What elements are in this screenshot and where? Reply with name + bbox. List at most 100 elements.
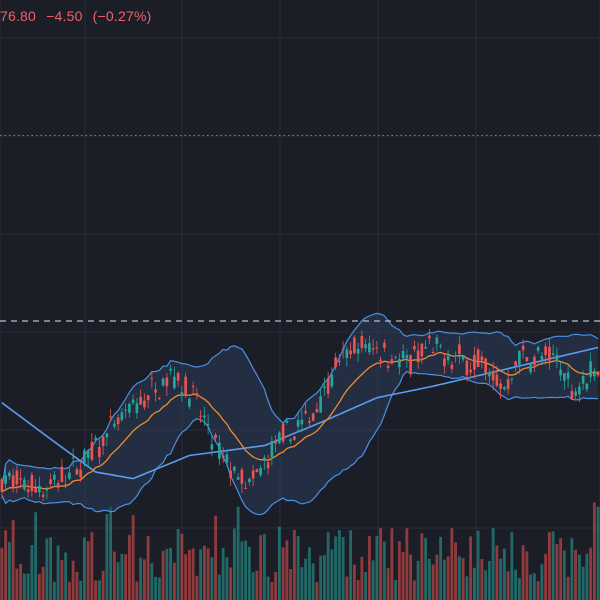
candle-body	[341, 348, 345, 350]
volume-bar	[495, 545, 499, 600]
candle-body	[390, 359, 394, 364]
volume-bar	[487, 560, 491, 600]
volume-bar	[319, 555, 323, 600]
candle	[184, 372, 187, 399]
candle	[0, 477, 4, 500]
candle	[221, 447, 225, 464]
candle-body	[476, 349, 480, 367]
volume-bar	[11, 520, 15, 600]
candle-body	[161, 378, 165, 386]
volume-bar	[315, 581, 319, 600]
candle	[548, 337, 551, 370]
candle	[443, 353, 446, 374]
candle	[266, 454, 270, 475]
price-quote: 76.80 −4.50 (−0.27%)	[0, 8, 157, 24]
candle-body	[278, 432, 281, 444]
candle	[210, 435, 214, 457]
candle-body	[266, 462, 270, 469]
volume-bar	[101, 570, 105, 600]
candle-body	[4, 475, 7, 484]
candle-body	[443, 358, 446, 367]
volume-bar	[274, 571, 278, 600]
bollinger-lower-line	[1, 370, 599, 516]
candle-body	[559, 369, 562, 376]
candle	[368, 335, 371, 356]
candle	[188, 397, 191, 409]
volume-bar	[22, 573, 26, 600]
candle	[229, 461, 232, 486]
candle-body	[540, 355, 544, 360]
volume-bar	[592, 502, 596, 600]
candle-body	[233, 466, 236, 471]
candle-body	[41, 494, 45, 498]
candle	[589, 352, 592, 383]
candle	[473, 346, 476, 379]
volume-bar	[416, 560, 420, 600]
candle	[401, 344, 405, 360]
candle-body	[488, 372, 491, 377]
candle-body	[184, 376, 187, 395]
volume-bar	[300, 567, 304, 600]
candle	[461, 354, 465, 363]
candle	[405, 349, 409, 368]
candle	[195, 387, 199, 400]
volume-bar	[577, 554, 581, 600]
candle	[431, 347, 435, 354]
candle-body	[26, 489, 30, 493]
candle-body	[394, 356, 397, 358]
candle-body	[439, 345, 442, 347]
candle-body	[495, 374, 499, 386]
last-price: 76.80	[0, 8, 37, 24]
candle	[574, 387, 577, 399]
volume-bar	[330, 549, 334, 600]
candle	[236, 473, 240, 480]
candle-body	[146, 395, 150, 401]
candle	[566, 363, 570, 388]
candle	[476, 347, 480, 368]
candle-body	[353, 337, 356, 353]
candle-body	[574, 391, 577, 396]
volume-bar	[379, 528, 383, 600]
candle-body	[379, 359, 382, 362]
candle	[116, 414, 120, 431]
volume-bar	[337, 530, 341, 600]
candle-body	[248, 478, 251, 483]
volume-bar	[165, 548, 169, 600]
candle-body	[293, 436, 296, 440]
volume-bar	[304, 558, 308, 600]
volume-bar	[120, 553, 124, 600]
candle	[364, 339, 367, 353]
candle-body	[60, 466, 64, 482]
volume-bar	[277, 526, 281, 600]
candle	[559, 362, 562, 381]
candle-body	[101, 436, 105, 446]
volume-bar	[386, 568, 390, 600]
volume-bar	[424, 537, 428, 600]
candle-body	[199, 415, 202, 417]
candle	[413, 340, 416, 352]
candle-body	[109, 416, 112, 418]
candle	[544, 342, 547, 365]
candle-body	[581, 375, 585, 384]
volume-bar	[262, 534, 266, 600]
volume-bar	[412, 580, 416, 600]
candle-body	[473, 354, 476, 370]
candle-body	[585, 383, 589, 390]
candle	[458, 336, 461, 364]
volume-bar	[251, 572, 255, 600]
candle	[386, 361, 390, 372]
candle-body	[300, 419, 304, 425]
bollinger-band-fill	[1, 313, 599, 515]
volume-bar	[281, 547, 285, 600]
candle	[315, 402, 319, 414]
candle-body	[259, 467, 262, 475]
candle-body	[491, 371, 495, 381]
candle	[124, 403, 127, 419]
candle-body	[56, 483, 60, 488]
candle	[518, 350, 521, 374]
volume-bar	[405, 528, 409, 600]
candle-body	[356, 348, 360, 354]
candle	[506, 369, 510, 395]
volume-bar	[142, 559, 146, 600]
